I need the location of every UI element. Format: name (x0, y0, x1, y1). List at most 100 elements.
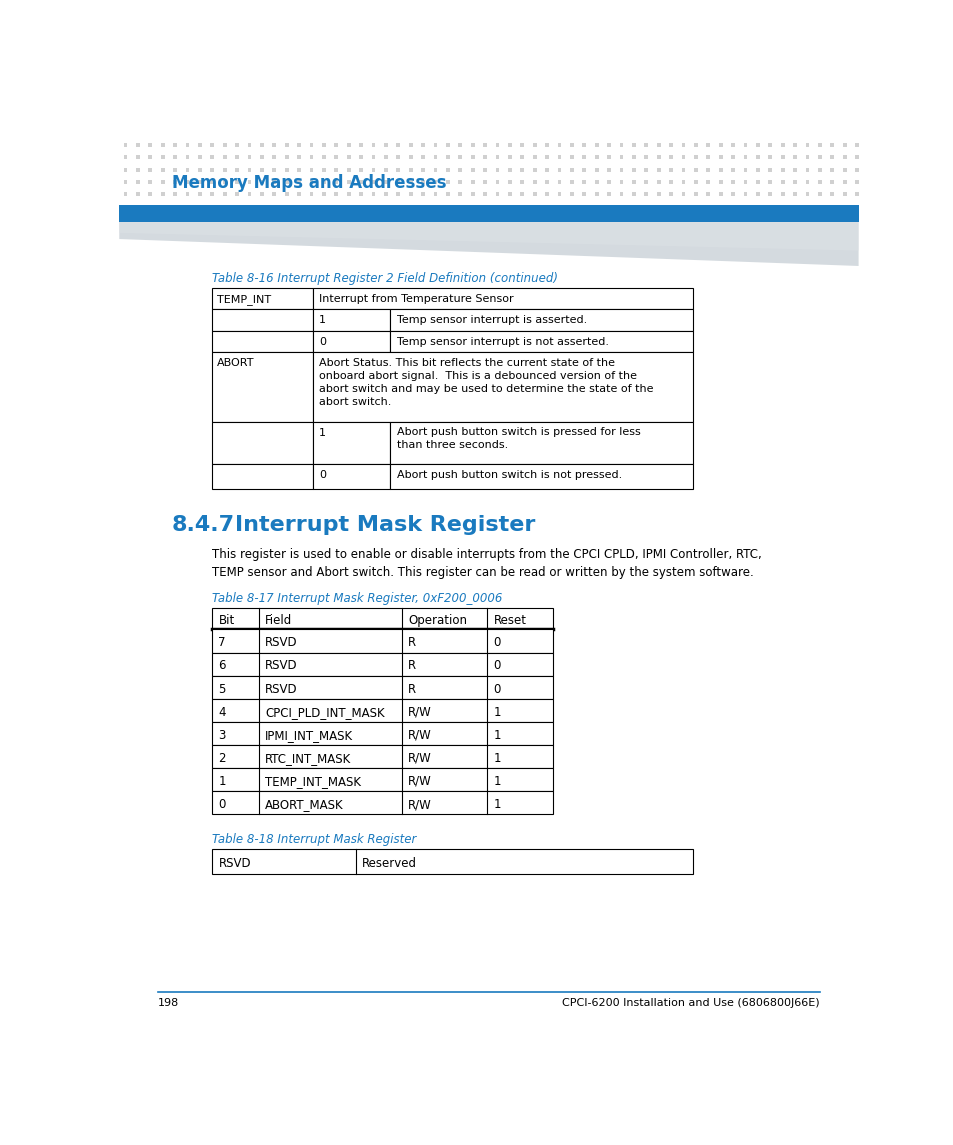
Bar (309, 180, 313, 184)
Text: CPCI_PLD_INT_MASK: CPCI_PLD_INT_MASK (265, 705, 384, 719)
Bar (718, 205, 721, 208)
Bar (817, 180, 821, 184)
Bar (507, 180, 511, 184)
Bar (742, 156, 746, 159)
Bar (581, 192, 585, 196)
Bar (495, 168, 498, 172)
Bar (507, 205, 511, 208)
Bar (358, 205, 362, 208)
Bar (643, 205, 647, 208)
Bar (730, 205, 734, 208)
Bar (346, 180, 350, 184)
Bar (259, 205, 264, 208)
Text: Table 8-16 Interrupt Register 2 Field Definition (continued): Table 8-16 Interrupt Register 2 Field De… (212, 273, 558, 285)
Bar (272, 156, 276, 159)
Bar (656, 168, 659, 172)
Text: 1: 1 (493, 728, 500, 742)
Bar (495, 192, 498, 196)
Bar (780, 156, 783, 159)
Bar (854, 168, 858, 172)
Bar (854, 143, 858, 147)
Bar (123, 180, 128, 184)
Text: Bit: Bit (218, 614, 234, 627)
Bar (693, 156, 697, 159)
Bar (185, 180, 190, 184)
Bar (148, 205, 152, 208)
Bar (296, 192, 301, 196)
Bar (212, 745, 553, 768)
Bar (395, 205, 399, 208)
Bar (829, 156, 833, 159)
Bar (792, 168, 796, 172)
Bar (433, 205, 436, 208)
Bar (532, 205, 536, 208)
Bar (668, 143, 672, 147)
Bar (643, 156, 647, 159)
Bar (433, 180, 436, 184)
Bar (618, 192, 622, 196)
Bar (532, 168, 536, 172)
Bar (507, 168, 511, 172)
Bar (767, 156, 771, 159)
Text: 1: 1 (493, 798, 500, 811)
Bar (185, 205, 190, 208)
Bar (730, 180, 734, 184)
Bar (247, 143, 252, 147)
Bar (313, 421, 390, 464)
Bar (346, 168, 350, 172)
Bar (395, 180, 399, 184)
Bar (408, 156, 412, 159)
Bar (804, 180, 808, 184)
Bar (212, 676, 553, 698)
Bar (212, 698, 553, 721)
Bar (668, 192, 672, 196)
Bar (334, 168, 337, 172)
Bar (160, 156, 165, 159)
Bar (383, 168, 387, 172)
Bar (210, 205, 214, 208)
Bar (234, 180, 239, 184)
Bar (247, 168, 252, 172)
Text: Table 8-17 Interrupt Mask Register, 0xF200_0006: Table 8-17 Interrupt Mask Register, 0xF2… (212, 592, 502, 606)
Bar (693, 168, 697, 172)
Bar (408, 143, 412, 147)
Bar (160, 180, 165, 184)
Bar (656, 143, 659, 147)
Bar (755, 192, 759, 196)
Bar (371, 156, 375, 159)
Bar (433, 168, 436, 172)
Bar (606, 156, 610, 159)
Bar (693, 192, 697, 196)
Bar (210, 168, 214, 172)
Bar (185, 192, 190, 196)
Bar (135, 205, 140, 208)
Bar (222, 168, 227, 172)
Bar (390, 464, 692, 489)
Bar (656, 156, 659, 159)
Bar (718, 156, 721, 159)
Bar (272, 192, 276, 196)
Bar (395, 143, 399, 147)
Bar (433, 192, 436, 196)
Bar (123, 205, 128, 208)
Bar (390, 421, 692, 464)
Bar (197, 205, 202, 208)
Bar (718, 192, 721, 196)
Bar (482, 205, 486, 208)
Text: 1: 1 (319, 315, 326, 325)
Bar (185, 168, 190, 172)
Text: RSVD: RSVD (265, 682, 297, 695)
Bar (656, 205, 659, 208)
Bar (730, 192, 734, 196)
Bar (495, 205, 498, 208)
Bar (742, 205, 746, 208)
Bar (804, 192, 808, 196)
Bar (680, 168, 684, 172)
Bar (358, 143, 362, 147)
Bar (618, 143, 622, 147)
Bar (482, 156, 486, 159)
Text: 1: 1 (218, 775, 226, 788)
Bar (172, 143, 177, 147)
Bar (210, 180, 214, 184)
Bar (470, 180, 474, 184)
